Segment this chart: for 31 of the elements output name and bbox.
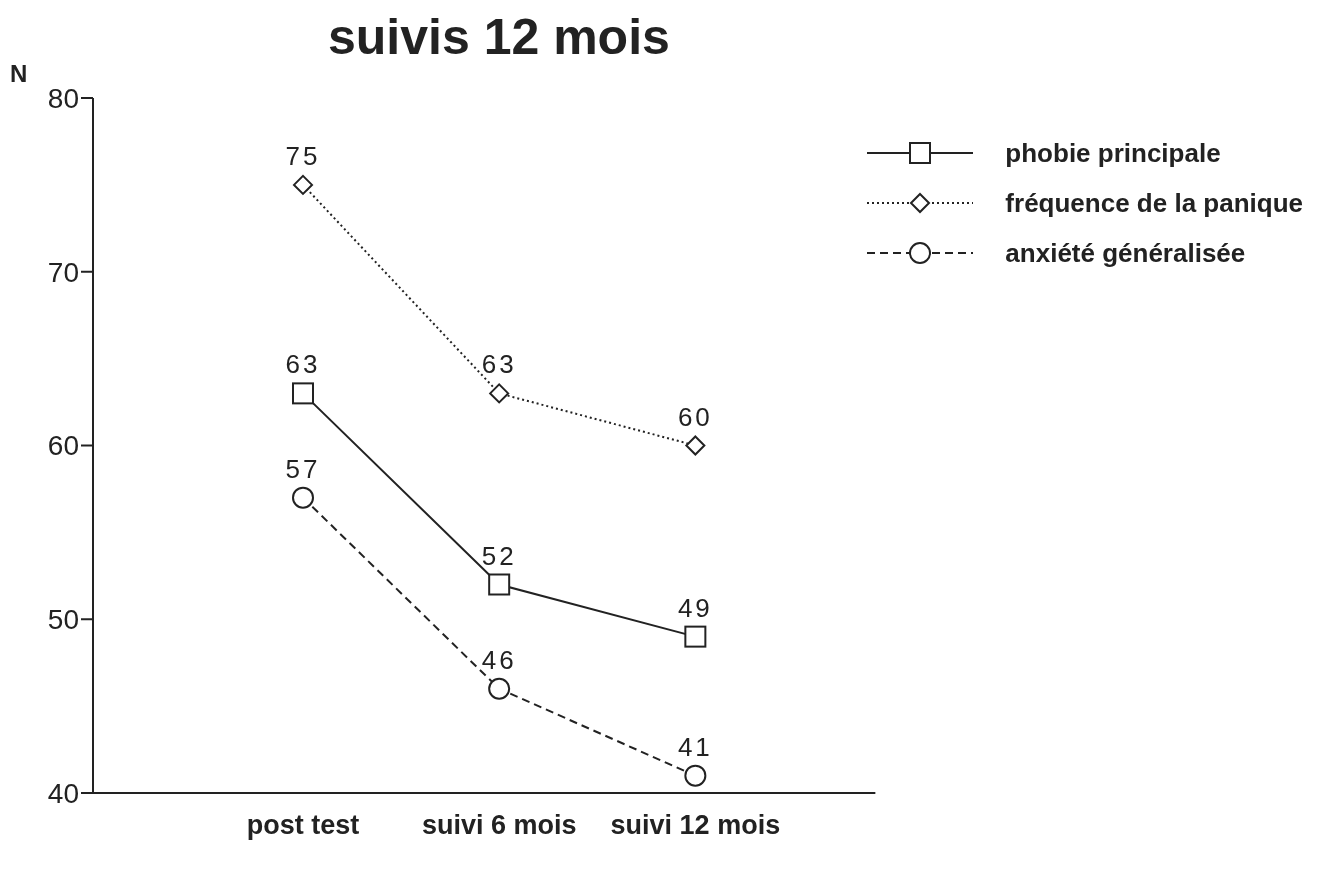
legend-label: phobie principale	[1005, 137, 1221, 169]
legend-label: fréquence de la panique	[1005, 187, 1303, 219]
data-label: 52	[481, 540, 517, 571]
data-label: 75	[285, 140, 321, 171]
point	[488, 677, 511, 700]
data-label: 49	[677, 592, 713, 623]
y-tick-label: 50	[47, 604, 79, 636]
x-tick-label: suivi 12 mois	[610, 810, 781, 841]
x-tick-label: suivi 6 mois	[421, 810, 577, 841]
point	[489, 383, 510, 404]
point	[685, 435, 706, 456]
point	[293, 174, 313, 195]
point	[488, 573, 511, 596]
y-tick-label: 70	[47, 256, 79, 288]
data-label: 46	[481, 644, 517, 675]
chart-title: suivis 12 mois	[328, 8, 670, 66]
point	[292, 382, 314, 405]
y-axis-title: N	[10, 60, 28, 88]
y-tick-label: 80	[47, 82, 79, 114]
data-label: 41	[677, 731, 713, 762]
data-label: 57	[285, 453, 321, 484]
legend-label: anxiété généralisée	[1005, 237, 1246, 269]
data-label: 60	[677, 401, 713, 432]
y-tick-label: 60	[47, 430, 79, 462]
x-tick-label: post test	[246, 810, 360, 841]
point	[684, 625, 707, 648]
point	[292, 486, 314, 509]
y-tick-label: 40	[47, 777, 79, 809]
data-label: 63	[285, 349, 321, 380]
data-label: 63	[481, 349, 517, 380]
point	[684, 764, 707, 787]
